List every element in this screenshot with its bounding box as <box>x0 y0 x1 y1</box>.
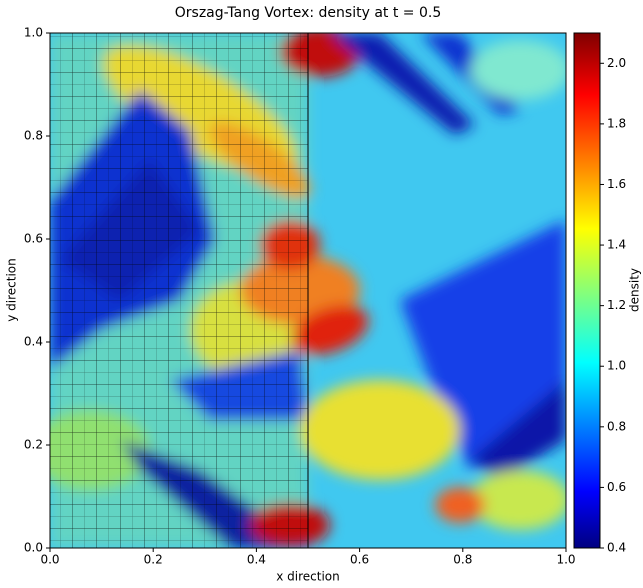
x-tick-label: 0.4 <box>247 553 266 567</box>
y-tick-label: 0.2 <box>24 438 43 452</box>
y-tick-label: 0.4 <box>24 335 43 349</box>
x-tick-label: 0.8 <box>453 553 472 567</box>
x-tick-label: 1.0 <box>556 553 575 567</box>
x-axis-label: x direction <box>276 570 340 584</box>
y-tick-label: 0.0 <box>24 541 43 555</box>
colorbar-tick-label: 0.8 <box>607 419 626 433</box>
colorbar-tick-label: 1.2 <box>607 298 626 312</box>
colorbar-label: density <box>628 268 642 312</box>
colorbar-tick-label: 0.4 <box>607 541 626 555</box>
colorbar <box>573 32 601 549</box>
x-tick-label: 0.0 <box>40 553 59 567</box>
colorbar-tick-label: 2.0 <box>607 56 626 70</box>
chart-title: Orszag-Tang Vortex: density at t = 0.5 <box>175 5 441 21</box>
y-tick-label: 0.6 <box>24 232 43 246</box>
density-field <box>50 33 566 548</box>
colorbar-tick-label: 1.8 <box>607 116 626 130</box>
y-tick-label: 1.0 <box>24 26 43 40</box>
y-tick-label: 0.8 <box>24 129 43 143</box>
colorbar-tick-label: 1.6 <box>607 177 626 191</box>
colorbar-tick-label: 0.6 <box>607 480 626 494</box>
y-axis-label: y direction <box>5 258 19 322</box>
plot-frame <box>49 32 567 549</box>
colorbar-tick-label: 1.4 <box>607 238 626 252</box>
colorbar-tick-label: 1.0 <box>607 359 626 373</box>
x-tick-label: 0.2 <box>144 553 163 567</box>
x-tick-label: 0.6 <box>350 553 369 567</box>
